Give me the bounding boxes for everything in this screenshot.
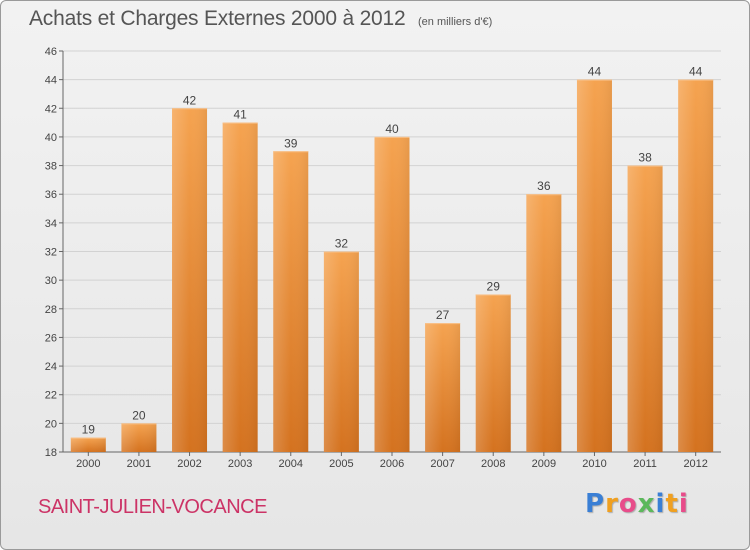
x-tick-label: 2006 (380, 458, 404, 470)
y-tick-label: 44 (45, 75, 57, 87)
data-label: 40 (385, 122, 399, 136)
bar-shine (425, 323, 461, 452)
data-label: 38 (638, 151, 652, 165)
bars (70, 79, 714, 453)
bar-shine (222, 122, 258, 452)
y-tick-label: 34 (45, 218, 57, 230)
data-label: 29 (487, 279, 501, 293)
data-label: 20 (132, 408, 146, 422)
y-tick-label: 28 (45, 304, 57, 316)
bar-shine (678, 79, 714, 453)
y-tick-label: 30 (45, 275, 57, 287)
y-tick-label: 26 (45, 332, 57, 344)
x-tick-label: 2009 (532, 458, 556, 470)
y-tick-label: 20 (45, 418, 57, 430)
bar-shine (627, 165, 663, 453)
y-tick-label: 36 (45, 189, 57, 201)
chart-title: Achats et Charges Externes 2000 à 2012 (29, 7, 406, 30)
bar-shine (475, 294, 511, 452)
x-tick-label: 2003 (228, 458, 252, 470)
x-tick-label: 2000 (76, 458, 100, 470)
data-label: 36 (537, 179, 551, 193)
data-label: 44 (588, 65, 602, 79)
data-label: 19 (82, 423, 96, 437)
commune-name: SAINT-JULIEN-VOCANCE (38, 496, 267, 518)
y-tick-label: 32 (45, 247, 57, 259)
data-labels: 19 20 42 41 39 32 40 27 29 36 44 38 44 (82, 65, 703, 437)
bar-shine (172, 108, 208, 453)
x-tick-label: 2011 (633, 458, 657, 470)
bar-shine (121, 423, 157, 452)
bar-shine (323, 251, 359, 452)
chart-subtitle: (en milliers d'€) (418, 16, 493, 28)
data-label: 32 (335, 237, 349, 251)
data-label: 44 (689, 65, 703, 79)
y-tick-label: 38 (45, 161, 57, 173)
data-label: 42 (183, 93, 197, 107)
x-tick-label: 2010 (582, 458, 606, 470)
x-tick-label: 2002 (177, 458, 201, 470)
x-tick-label: 2001 (127, 458, 151, 470)
bar-shine (374, 136, 410, 452)
data-label: 27 (436, 308, 450, 322)
bar-shine (576, 79, 612, 453)
data-label: 39 (284, 136, 298, 150)
x-tick-label: 2008 (481, 458, 505, 470)
data-label: 41 (233, 108, 247, 122)
bar-shine (526, 194, 562, 452)
proxiti-logo: Proxiti (585, 489, 689, 519)
y-tick-label: 22 (45, 390, 57, 402)
x-tick-label: 2007 (430, 458, 454, 470)
y-tick-label: 40 (45, 132, 57, 144)
x-tick-label: 2005 (329, 458, 353, 470)
bar-shine (273, 151, 309, 452)
y-tick-label: 18 (45, 447, 57, 459)
x-tick-label: 2004 (279, 458, 303, 470)
y-tick-label: 46 (45, 46, 57, 58)
y-tick-label: 24 (45, 361, 57, 373)
x-tick-label: 2012 (683, 458, 707, 470)
bar-shine (70, 437, 106, 452)
y-tick-label: 42 (45, 103, 57, 115)
